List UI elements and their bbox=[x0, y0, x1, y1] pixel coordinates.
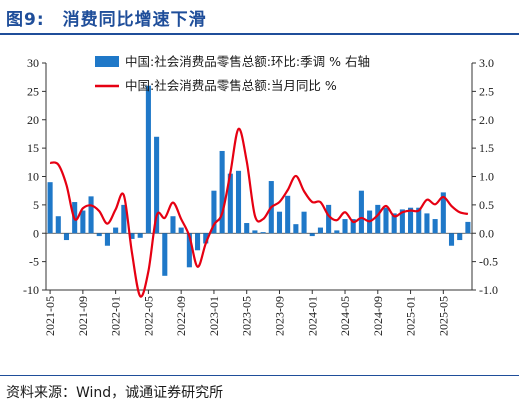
bar-mom bbox=[465, 222, 470, 233]
x-tick-label: 2023-05 bbox=[240, 296, 254, 336]
footer-rule bbox=[0, 375, 519, 376]
bar-mom bbox=[105, 233, 110, 245]
bar-mom bbox=[285, 196, 290, 233]
bar-mom bbox=[424, 213, 429, 233]
bar-mom bbox=[433, 219, 438, 233]
right-tick-label: 0.5 bbox=[479, 198, 494, 212]
x-tick-label: 2022-05 bbox=[141, 296, 155, 336]
left-tick-label: 10 bbox=[27, 170, 39, 184]
right-tick-label: 1.0 bbox=[479, 170, 494, 184]
bar-mom bbox=[457, 233, 462, 240]
bar-mom bbox=[326, 205, 331, 233]
bar-mom bbox=[334, 230, 339, 233]
x-tick-label: 2024-09 bbox=[371, 296, 385, 336]
x-tick-label: 2025-01 bbox=[404, 296, 418, 336]
left-tick-label: 25 bbox=[27, 84, 39, 98]
x-tick-label: 2024-05 bbox=[338, 296, 352, 336]
bar-mom bbox=[252, 230, 257, 233]
bar-mom bbox=[236, 171, 241, 233]
bar-mom bbox=[277, 212, 282, 234]
legend-swatch-bar bbox=[95, 56, 119, 67]
source-note: 资料来源：Wind，诚通证券研究所 bbox=[6, 382, 223, 402]
bar-mom bbox=[318, 228, 323, 234]
bar-mom bbox=[244, 223, 249, 233]
bar-mom bbox=[113, 228, 118, 234]
right-tick-label: 2.0 bbox=[479, 113, 494, 127]
bar-mom bbox=[146, 86, 151, 234]
bar-mom bbox=[97, 233, 102, 236]
bar-mom bbox=[449, 233, 454, 245]
bar-mom bbox=[56, 216, 61, 233]
bar-mom bbox=[48, 182, 53, 233]
bar-mom bbox=[261, 232, 266, 233]
bar-mom bbox=[375, 205, 380, 233]
right-tick-label: 3.0 bbox=[479, 56, 494, 70]
right-tick-label: -0.5 bbox=[479, 255, 498, 269]
bar-mom bbox=[195, 233, 200, 250]
bar-mom bbox=[64, 233, 69, 240]
bar-mom bbox=[310, 233, 315, 236]
bar-mom bbox=[179, 228, 184, 234]
x-tick-label: 2022-09 bbox=[174, 296, 188, 336]
bar-mom bbox=[170, 216, 175, 233]
legend-label-line: 中国:社会消费品零售总额:当月同比 % bbox=[125, 78, 337, 93]
right-tick-label: 0.0 bbox=[479, 226, 494, 240]
bar-mom bbox=[80, 211, 85, 234]
bar-mom bbox=[138, 233, 143, 238]
x-tick-label: 2023-09 bbox=[272, 296, 286, 336]
bar-mom bbox=[220, 151, 225, 233]
left-tick-label: -10 bbox=[23, 283, 39, 297]
bar-mom bbox=[342, 219, 347, 233]
right-tick-label: 1.5 bbox=[479, 141, 494, 155]
left-tick-label: 15 bbox=[27, 141, 39, 155]
left-tick-label: 0 bbox=[33, 226, 39, 240]
x-tick-label: 2021-05 bbox=[43, 296, 57, 336]
bar-mom bbox=[293, 224, 298, 233]
left-tick-label: 20 bbox=[27, 113, 39, 127]
x-tick-label: 2024-01 bbox=[305, 296, 319, 336]
left-tick-label: 5 bbox=[33, 198, 39, 212]
bar-mom bbox=[359, 191, 364, 234]
bar-mom bbox=[162, 233, 167, 276]
combo-chart: -10 -5 0 5 10 15 20 25 30 -1.0 -0.5 0.0 0.5 1.0 1.5 2.0… bbox=[0, 0, 519, 370]
x-tick-label: 2021-09 bbox=[76, 296, 90, 336]
bar-mom bbox=[302, 212, 307, 234]
right-tick-label: -1.0 bbox=[479, 283, 498, 297]
legend-label-bar: 中国:社会消费品零售总额:环比:季调 % 右轴 bbox=[125, 54, 370, 69]
left-tick-label: -5 bbox=[29, 255, 39, 269]
line-yoy bbox=[50, 129, 468, 297]
x-tick-label: 2022-01 bbox=[109, 296, 123, 336]
x-tick-label: 2023-01 bbox=[207, 296, 221, 336]
left-tick-label: 30 bbox=[27, 56, 39, 70]
bar-mom bbox=[89, 196, 94, 233]
right-tick-label: 2.5 bbox=[479, 84, 494, 98]
bar-mom bbox=[383, 208, 388, 234]
x-tick-label: 2025-05 bbox=[436, 296, 450, 336]
